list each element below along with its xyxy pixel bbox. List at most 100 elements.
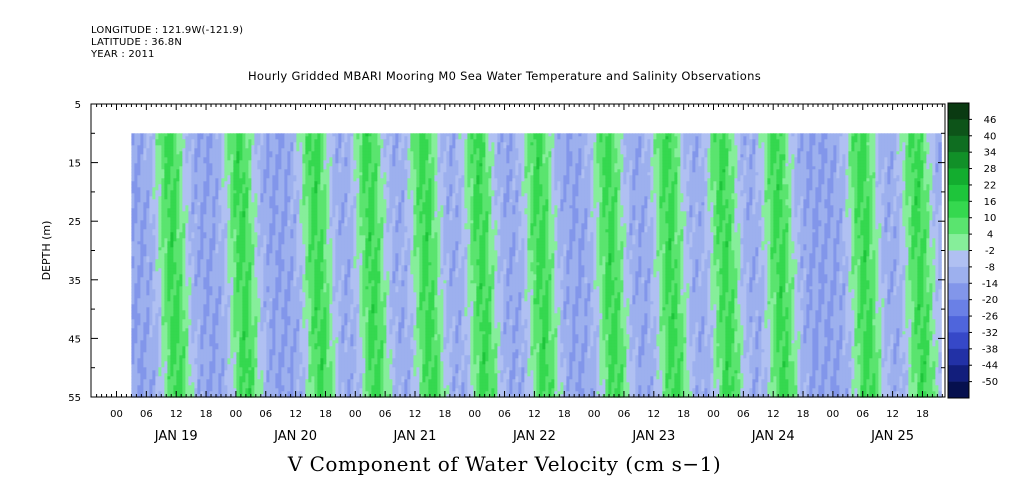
heatmap-cell bbox=[158, 250, 161, 253]
heatmap-cell bbox=[131, 358, 134, 361]
heatmap-cell bbox=[134, 382, 137, 385]
heatmap-cell bbox=[161, 154, 164, 157]
heatmap-cell bbox=[158, 310, 161, 313]
heatmap-cell bbox=[215, 142, 218, 145]
heatmap-cell bbox=[179, 358, 182, 361]
heatmap-cell bbox=[137, 208, 140, 211]
heatmap-cell bbox=[182, 280, 185, 283]
heatmap-cell bbox=[197, 136, 200, 139]
heatmap-cell bbox=[152, 265, 155, 268]
heatmap-cell bbox=[191, 199, 194, 202]
heatmap-cell bbox=[194, 154, 197, 157]
heatmap-cell bbox=[146, 259, 149, 262]
heatmap-cell bbox=[194, 346, 197, 349]
heatmap-cell bbox=[164, 385, 167, 388]
heatmap-cell bbox=[152, 223, 155, 226]
heatmap-cell bbox=[170, 148, 173, 151]
heatmap-cell bbox=[131, 205, 134, 208]
heatmap-cell bbox=[134, 370, 137, 373]
heatmap-cell bbox=[137, 379, 140, 382]
heatmap-cell bbox=[194, 142, 197, 145]
heatmap-cell bbox=[161, 160, 164, 163]
heatmap-cell bbox=[152, 283, 155, 286]
heatmap-cell bbox=[137, 259, 140, 262]
heatmap-cell bbox=[155, 286, 158, 289]
heatmap-cell bbox=[149, 328, 152, 331]
heatmap-cell bbox=[137, 232, 140, 235]
heatmap-cell bbox=[143, 265, 146, 268]
heatmap-cell bbox=[170, 199, 173, 202]
heatmap-cell bbox=[140, 172, 143, 175]
heatmap-cell bbox=[179, 304, 182, 307]
heatmap-cell bbox=[155, 166, 158, 169]
heatmap-cell bbox=[158, 223, 161, 226]
heatmap-cell bbox=[185, 226, 188, 229]
heatmap-cell bbox=[146, 139, 149, 142]
heatmap-cell bbox=[155, 241, 158, 244]
heatmap-cell bbox=[194, 283, 197, 286]
heatmap-cell bbox=[200, 274, 203, 277]
heatmap-cell bbox=[167, 361, 170, 364]
heatmap-cell bbox=[185, 364, 188, 367]
heatmap-cell bbox=[131, 301, 134, 304]
heatmap-cell bbox=[143, 385, 146, 388]
heatmap-cell bbox=[206, 382, 209, 385]
heatmap-cell bbox=[155, 271, 158, 274]
heatmap-cell bbox=[182, 364, 185, 367]
heatmap-cell bbox=[164, 307, 167, 310]
heatmap-cell bbox=[143, 310, 146, 313]
heatmap-cell bbox=[152, 193, 155, 196]
heatmap-cell bbox=[212, 235, 215, 238]
heatmap-cell bbox=[155, 280, 158, 283]
heatmap-cell bbox=[209, 166, 212, 169]
heatmap-cell bbox=[152, 349, 155, 352]
heatmap-cell bbox=[212, 145, 215, 148]
heatmap-cell bbox=[149, 373, 152, 376]
heatmap-cell bbox=[209, 226, 212, 229]
heatmap-cell bbox=[143, 136, 146, 139]
heatmap-cell bbox=[134, 208, 137, 211]
heatmap-cell bbox=[149, 142, 152, 145]
heatmap-cell bbox=[167, 274, 170, 277]
heatmap-cell bbox=[209, 205, 212, 208]
heatmap-cell bbox=[179, 244, 182, 247]
heatmap-cell bbox=[137, 238, 140, 241]
heatmap-cell bbox=[167, 223, 170, 226]
heatmap-cell bbox=[158, 337, 161, 340]
heatmap-cell bbox=[197, 379, 200, 382]
heatmap-cell bbox=[164, 142, 167, 145]
heatmap-cell bbox=[146, 379, 149, 382]
heatmap-cell bbox=[167, 172, 170, 175]
heatmap-cell bbox=[194, 259, 197, 262]
heatmap-cell bbox=[206, 271, 209, 274]
heatmap-cell bbox=[140, 187, 143, 190]
heatmap-cell bbox=[170, 379, 173, 382]
heatmap-cell bbox=[209, 178, 212, 181]
heatmap-cell bbox=[140, 298, 143, 301]
heatmap-cell bbox=[188, 238, 191, 241]
heatmap-cell bbox=[161, 319, 164, 322]
heatmap-cell bbox=[212, 310, 215, 313]
heatmap-cell bbox=[152, 145, 155, 148]
heatmap-cell bbox=[188, 139, 191, 142]
heatmap-cell bbox=[167, 367, 170, 370]
heatmap-cell bbox=[185, 358, 188, 361]
heatmap-cell bbox=[200, 232, 203, 235]
heatmap-cell bbox=[170, 298, 173, 301]
heatmap-cell bbox=[212, 223, 215, 226]
heatmap-cell bbox=[203, 271, 206, 274]
heatmap-cell bbox=[200, 223, 203, 226]
heatmap-cell bbox=[140, 331, 143, 334]
heatmap-cell bbox=[173, 253, 176, 256]
heatmap-cell bbox=[203, 154, 206, 157]
heatmap-cell bbox=[176, 367, 179, 370]
heatmap-cell bbox=[182, 211, 185, 214]
heatmap-cell bbox=[206, 388, 209, 391]
heatmap-cell bbox=[206, 184, 209, 187]
heatmap-cell bbox=[188, 226, 191, 229]
heatmap-cell bbox=[176, 382, 179, 385]
heatmap-cell bbox=[176, 223, 179, 226]
heatmap-cell bbox=[176, 160, 179, 163]
heatmap-cell bbox=[146, 334, 149, 337]
heatmap-cell bbox=[197, 163, 200, 166]
